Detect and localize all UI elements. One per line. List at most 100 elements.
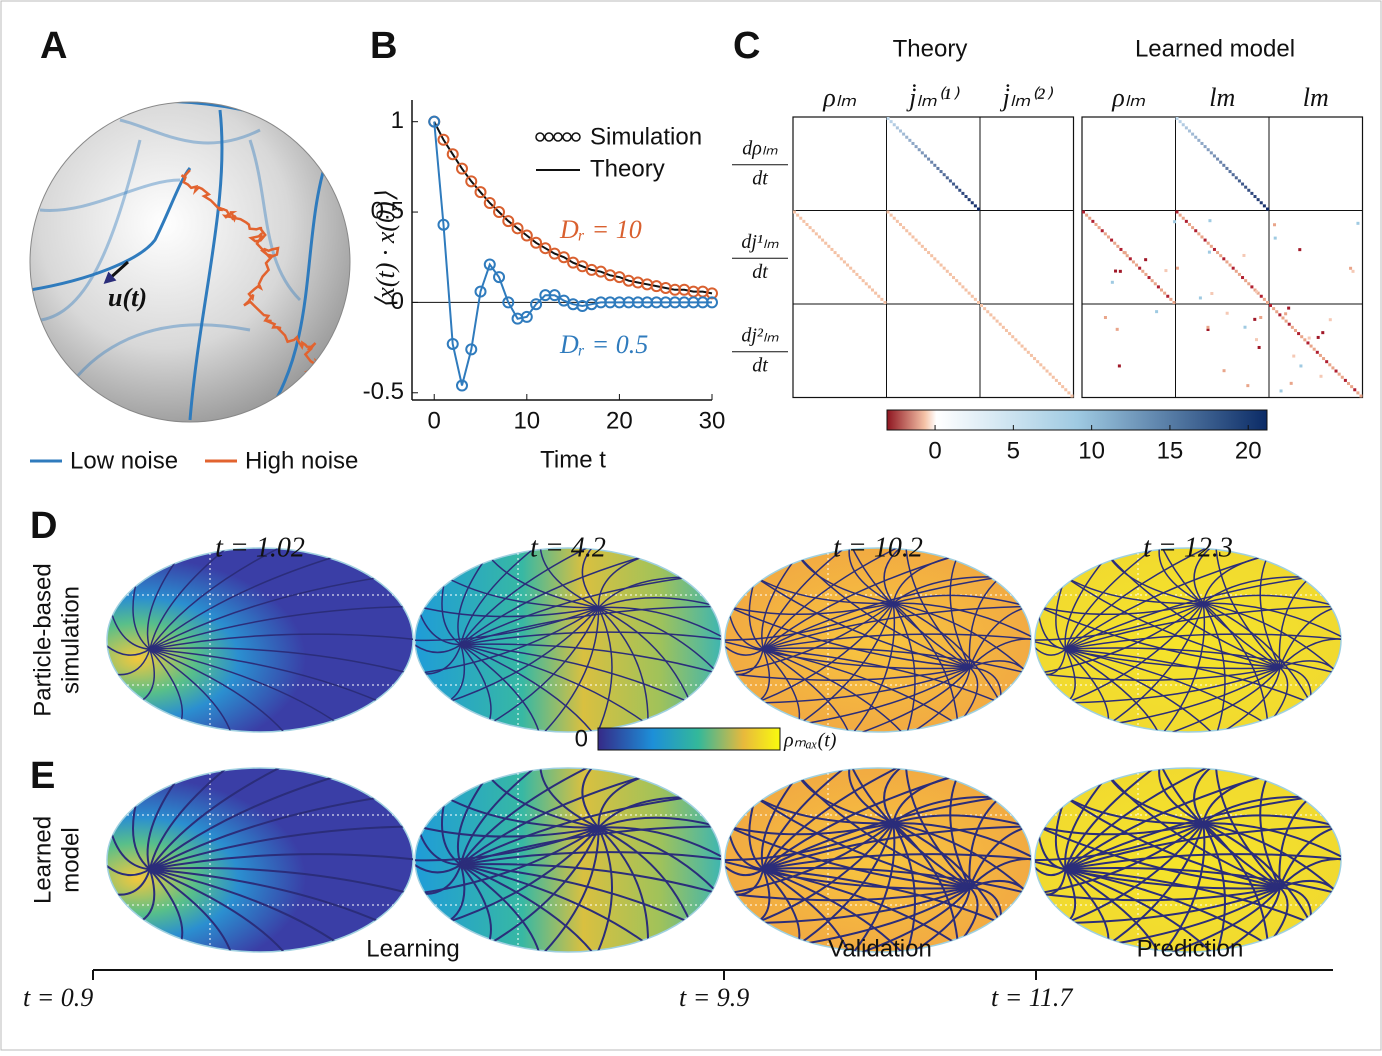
matrix-entry	[1115, 327, 1119, 331]
streamline	[1158, 548, 1204, 604]
streamline	[1065, 853, 1341, 871]
simulation-marker	[446, 148, 459, 161]
low-noise-path	[30, 167, 192, 292]
matrix-entry	[1303, 338, 1307, 342]
matrix-entry	[1147, 276, 1151, 280]
series-annotation: Dᵣ = 0.5	[559, 330, 648, 359]
streamline	[1215, 548, 1281, 669]
legend-label: Theory	[590, 155, 665, 182]
panel-label: E	[30, 755, 55, 797]
phase-label: Learning	[366, 935, 459, 962]
matrix-entry	[1259, 315, 1263, 319]
matrix-entry	[793, 210, 796, 214]
simulation-marker	[557, 251, 570, 264]
row-denominator: dt	[752, 261, 768, 283]
streamline	[417, 607, 600, 675]
matrix-entry	[1231, 266, 1235, 270]
matrix-entry	[989, 313, 993, 317]
matrix-entry	[973, 204, 977, 208]
matrix-entry	[1164, 269, 1168, 273]
matrix-entry	[1279, 389, 1283, 393]
matrix-entry	[1266, 207, 1269, 211]
streamline	[149, 548, 233, 650]
matrix-entry	[1206, 148, 1210, 152]
sphere-outline	[29, 101, 351, 423]
matrix-entry	[952, 276, 956, 280]
matrix-entry	[1197, 232, 1201, 236]
matrix-entry	[1219, 160, 1223, 164]
matrix-entry	[1094, 222, 1098, 226]
matrix-entry	[1331, 366, 1335, 370]
matrix-entry	[995, 319, 999, 323]
streamline	[1065, 648, 1161, 732]
matrix-entry	[1237, 179, 1241, 183]
matrix-entry	[927, 251, 931, 255]
matrix-entry	[898, 222, 902, 226]
matrix-entry	[1281, 316, 1285, 320]
streamline	[797, 666, 971, 726]
streamline	[598, 576, 691, 609]
streamline	[487, 774, 599, 829]
streamline	[149, 853, 413, 871]
matrix-entry	[1206, 241, 1210, 245]
column-label: lm	[1303, 83, 1329, 112]
panel-label: C	[733, 25, 760, 67]
streamline	[539, 548, 599, 609]
matrix-entry	[980, 304, 983, 307]
streamline	[1158, 768, 1204, 825]
streamline	[1065, 868, 1162, 952]
streamline	[149, 648, 341, 726]
matrix-entry	[1194, 229, 1198, 233]
matrix-entry	[1008, 332, 1012, 336]
matrix-entry	[973, 297, 977, 301]
matrix-entry	[1001, 325, 1005, 329]
matrix-entry	[1011, 335, 1015, 339]
matrix-entry	[1300, 335, 1304, 339]
streamline	[1035, 639, 1280, 670]
simulation-marker	[483, 197, 496, 210]
faint-path	[39, 178, 181, 212]
matrix-entry	[1356, 391, 1360, 395]
streamline	[762, 548, 907, 650]
matrix-entry	[892, 216, 896, 220]
streamline	[598, 826, 721, 861]
matrix-entry	[861, 279, 865, 283]
streamline	[1037, 825, 1280, 889]
simulation-marker	[483, 258, 496, 271]
streamline	[149, 576, 383, 650]
matrix-entry	[914, 145, 918, 149]
matrix-entry	[920, 151, 924, 155]
matrix-entry	[1033, 357, 1037, 361]
matrix-entry	[1067, 391, 1071, 395]
matrix-entry	[1255, 290, 1259, 294]
matrix-entry	[948, 272, 952, 276]
streamline	[725, 822, 894, 862]
matrix-entry	[1273, 236, 1277, 240]
matrix-entry	[871, 288, 875, 292]
matrix-entry	[821, 238, 825, 242]
streamline	[797, 554, 971, 669]
streamline	[1159, 667, 1281, 732]
streamline	[727, 602, 894, 616]
matrix-entry	[830, 247, 834, 251]
simulation-marker	[493, 271, 506, 284]
matrix-entry	[1262, 297, 1266, 301]
x-axis-label: Time t	[540, 446, 606, 473]
matrix-entry	[1222, 369, 1226, 373]
streamline	[1065, 666, 1281, 704]
streamline	[754, 796, 894, 825]
simulation-marker	[511, 222, 524, 235]
streamline	[598, 596, 719, 609]
streamline	[763, 605, 1029, 650]
streamline	[597, 774, 649, 828]
streamline	[893, 814, 1029, 828]
matrix-entry	[1128, 257, 1132, 261]
streamline	[1064, 768, 1217, 870]
matrix-entry	[1103, 316, 1107, 320]
matrix-entry	[1253, 195, 1257, 199]
column-label: j̇ₗₘ⁽¹⁾	[906, 83, 960, 112]
matrix-entry	[1292, 354, 1296, 358]
matrix-entry	[948, 179, 952, 183]
matrix-entry	[852, 269, 856, 273]
streamline	[1215, 887, 1281, 952]
